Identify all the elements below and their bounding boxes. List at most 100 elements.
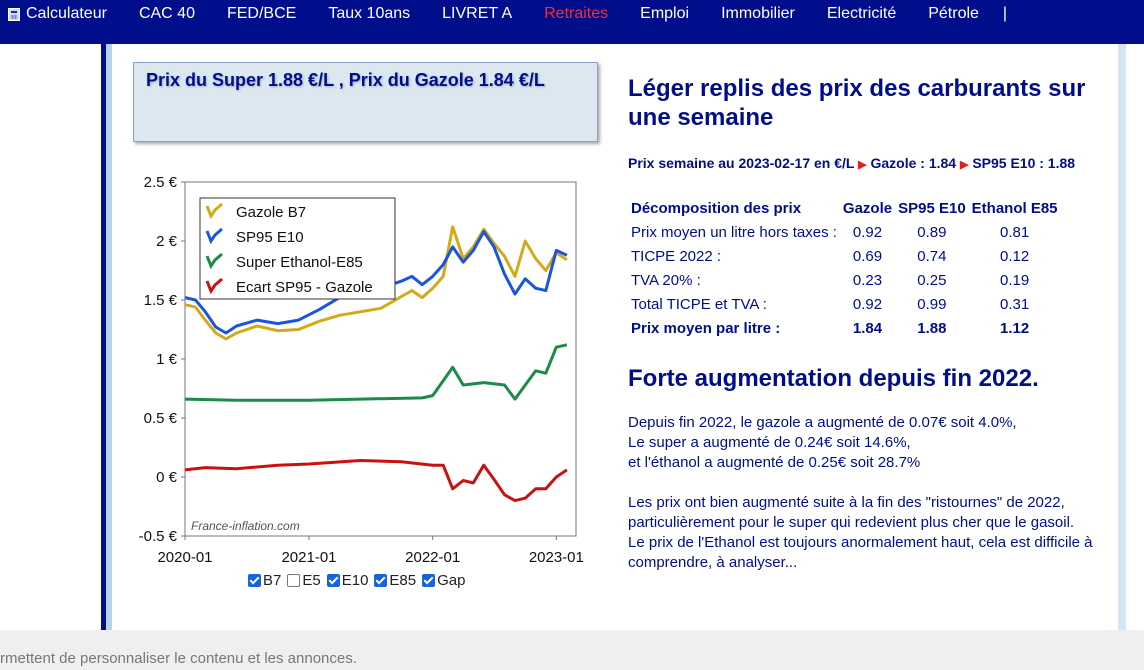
paragraph-line: Le prix de l'Ethanol est toujours anorma… [628,534,1093,571]
weekly-price-line: Prix semaine au 2023-02-17 en €/L ▶ Gazo… [628,154,1113,174]
top-navigation: Calculateur CAC 40 FED/BCE Taux 10ans LI… [0,0,1144,44]
nav-item-immobilier[interactable]: Immobilier [721,5,795,22]
cell-sp95: 1.88 [917,319,947,337]
legend-entry: Super Ethanol-E85 [236,254,363,271]
paragraph-line: Le super a augmenté de 0.24€ soit 14.6%, [628,434,911,451]
checkbox-checked-icon[interactable] [248,574,261,587]
y-tick-label: -0.5 € [139,528,178,545]
paragraph-line: et l'éthanol a augmenté de 0.25€ soit 28… [628,454,921,471]
week-prefix: Prix semaine au 2023-02-17 en €/L [628,155,855,171]
row-label: TVA 20% : [631,271,701,289]
legend-swatch-icon [205,202,223,220]
frame-border-right [1118,44,1126,630]
legend-entry: SP95 E10 [236,229,304,246]
triangle-right-icon: ▶ [858,159,867,171]
cell-e85: 0.12 [1000,247,1030,265]
checkbox-unchecked-icon[interactable] [287,574,301,587]
triangle-right-icon: ▶ [959,159,969,171]
cookie-text: rmettent de personnaliser le contenu et … [0,650,357,667]
row-label: Prix moyen par litre : [631,319,781,337]
cell-e85: 0.31 [1000,295,1030,313]
paragraph-line: Les prix ont bien augmenté suite à la fi… [628,494,1075,531]
y-tick-label: 2 € [156,233,178,250]
y-tick-label: 1.5 € [144,292,178,309]
series-line [184,459,568,503]
article-column: Léger replis des prix des carburants sur… [628,74,1113,573]
week-gazole: Gazole : 1.84 [870,155,957,171]
cell-sp95: 0.89 [917,223,947,241]
toggle-label: E85 [389,572,417,589]
nav-item-cac40[interactable]: CAC 40 [138,5,195,22]
nav-item-livret-a[interactable]: LIVRET A [442,5,513,22]
cell-gazole: 0.92 [852,295,883,313]
table-header-row: Décomposition des prix Gazole SP95 E10 E… [628,196,1061,220]
section-title: Forte augmentation depuis fin 2022. [628,365,1039,392]
week-sp95: SP95 E10 : 1.88 [972,155,1076,171]
legend-entry: Gazole B7 [236,204,306,221]
nav-item-fed-bce[interactable]: FED/BCE [226,5,297,22]
cell-gazole: 0.23 [852,271,883,289]
legend-box [199,197,396,300]
analysis-paragraph: Les prix ont bien augmenté suite à la fi… [628,493,1113,573]
price-summary-text: Prix du Super 1.88 €/L , Prix du Gazole … [146,70,545,90]
article-title: Léger replis des prix des carburants sur… [628,75,1086,131]
checkbox-checked-icon[interactable] [374,574,388,587]
row-label: TICPE 2022 : [631,247,722,265]
row-label: Total TICPE et TVA : [631,295,767,313]
paragraph-line: Depuis fin 2022, le gazole a augmenté de… [628,414,1017,431]
cell-sp95: 0.74 [917,247,947,265]
cookie-banner: rmettent de personnaliser le contenu et … [0,630,1144,670]
cell-gazole: 0.69 [852,247,883,265]
x-tick-label: 2023-01 [529,549,584,566]
series-toggles: B7 E5 E10 E85 Gap [248,572,465,589]
nav-item-electricite[interactable]: Electricité [826,5,897,22]
toggle-label: Gap [437,572,466,589]
x-tick-label: 2022-01 [405,549,460,566]
calculator-icon [8,7,20,21]
toggle-e5[interactable]: E5 [287,572,321,589]
table-header: Gazole [842,199,893,217]
cell-e85: 0.81 [1000,223,1030,241]
table-row: TICPE 2022 : 0.69 0.74 0.12 [628,244,1061,268]
series-line [184,225,568,341]
price-summary-box: Prix du Super 1.88 €/L , Prix du Gazole … [133,62,598,142]
y-tick-label: 1 € [156,351,178,368]
nav-item-label: Calculateur [26,5,107,22]
table-header: SP95 E10 [898,199,966,217]
checkbox-checked-icon[interactable] [422,574,436,587]
table-row: TVA 20% : 0.23 0.25 0.19 [628,268,1061,292]
nav-item-petrole[interactable]: Pétrole [928,5,979,22]
table-header: Décomposition des prix [631,199,802,217]
toggle-gap[interactable]: Gap [422,572,465,589]
increase-paragraph: Depuis fin 2022, le gazole a augmenté de… [628,413,1113,473]
nav-item-emploi[interactable]: Emploi [640,5,690,22]
nav-item-taux-10ans[interactable]: Taux 10ans [328,5,411,22]
nav-separator: | [1002,5,1008,22]
cell-gazole: 1.84 [852,319,883,337]
price-decomposition-table: Décomposition des prix Gazole SP95 E10 E… [628,196,1061,340]
nav-item-calculateur[interactable]: Calculateur [8,5,107,23]
table-row: Total TICPE et TVA : 0.92 0.99 0.31 [628,292,1061,316]
cell-sp95: 0.25 [917,271,947,289]
toggle-b7[interactable]: B7 [248,572,281,589]
cell-e85: 1.12 [1000,319,1030,337]
y-tick-label: 0 € [156,469,178,486]
y-tick-label: 0.5 € [144,410,178,427]
frame-border-right-white [1126,44,1144,630]
x-tick-label: 2020-01 [157,549,212,566]
watermark-label: France-inflation.com [191,519,300,533]
toggle-e10[interactable]: E10 [326,572,369,589]
legend-swatch-icon [205,277,223,295]
checkbox-checked-icon[interactable] [326,574,340,587]
frame-border-left-light [106,44,112,630]
nav-item-retraites[interactable]: Retraites [544,5,609,22]
toggle-e85[interactable]: E85 [374,572,416,589]
toggle-label: E10 [341,572,369,589]
table-row-total: Prix moyen par litre : 1.84 1.88 1.12 [628,316,1061,340]
cell-gazole: 0.92 [852,223,883,241]
table-row: Prix moyen un litre hors taxes : 0.92 0.… [628,220,1061,244]
fuel-price-chart: 2.5 € 2 € 1.5 € 1 € 0.5 € 0 € -0.5 € 2020-01 202… [133,170,593,580]
series-line [184,343,568,402]
x-tick-label: 2021-01 [281,549,336,566]
y-tick-label: 2.5 € [144,174,178,191]
